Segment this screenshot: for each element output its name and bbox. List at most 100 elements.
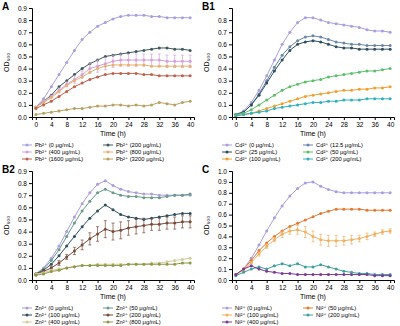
data-point xyxy=(81,264,84,267)
data-point xyxy=(96,264,99,267)
data-point xyxy=(173,259,176,262)
x-tick-label: 8 xyxy=(265,121,269,128)
data-point xyxy=(389,191,392,194)
data-point xyxy=(112,72,115,75)
data-point xyxy=(50,85,53,88)
x-tick-label: 12 xyxy=(279,121,287,128)
y-tick-label: 0.6 xyxy=(218,41,227,48)
error-bar xyxy=(59,88,60,93)
data-point xyxy=(366,48,369,51)
data-point xyxy=(250,112,253,115)
x-tick-label: 4 xyxy=(250,284,254,291)
data-point xyxy=(112,184,115,187)
x-tick: 24 xyxy=(125,280,133,291)
data-point xyxy=(73,265,76,268)
data-point xyxy=(258,103,261,106)
data-point xyxy=(34,107,37,110)
legend-marker xyxy=(26,144,29,147)
error-cap xyxy=(281,230,284,231)
data-point xyxy=(319,40,322,43)
data-point xyxy=(119,63,122,66)
x-tick-mark xyxy=(128,117,129,120)
data-point xyxy=(242,113,245,116)
data-point xyxy=(242,268,245,271)
x-axis: 0481216202428323640 xyxy=(233,280,395,291)
y-tick-label: 0.5 xyxy=(18,53,27,60)
data-point xyxy=(50,263,53,266)
x-tick: 28 xyxy=(341,280,349,291)
data-point xyxy=(112,103,115,106)
data-point xyxy=(142,196,145,199)
data-point xyxy=(88,264,91,267)
data-point xyxy=(250,108,253,111)
legend-item: Cd²⁺ (200 μg/mL) xyxy=(303,156,361,162)
x-tick: 0 xyxy=(235,280,239,291)
x-tick-mark xyxy=(113,280,114,283)
data-point xyxy=(119,229,122,232)
error-cap xyxy=(350,244,353,245)
y-tick: 0.6 xyxy=(218,211,232,218)
data-point xyxy=(335,268,338,271)
error-cap xyxy=(112,223,115,224)
legend-item: Zn²⁺ (0 μg/mL) xyxy=(22,305,73,311)
x-tick: 32 xyxy=(156,117,164,128)
data-point xyxy=(304,80,307,83)
y-tick: 0.5 xyxy=(18,216,32,223)
x-tick-label: 32 xyxy=(356,121,364,128)
x-tick-mark xyxy=(67,117,68,120)
x-tick-mark xyxy=(298,280,299,283)
error-cap xyxy=(135,54,138,55)
data-point xyxy=(304,273,307,276)
x-tick-label: 4 xyxy=(50,284,54,291)
error-bar xyxy=(343,236,344,245)
error-bar xyxy=(143,218,144,233)
x-tick: 16 xyxy=(294,280,302,291)
legend-marker xyxy=(26,307,29,310)
x-tick: 24 xyxy=(325,280,333,291)
data-point xyxy=(58,95,61,98)
data-point xyxy=(312,265,315,268)
y-tick-mark xyxy=(29,280,32,281)
error-cap xyxy=(304,226,307,227)
data-point xyxy=(358,191,361,194)
data-point xyxy=(265,82,268,85)
data-point xyxy=(273,235,276,238)
error-cap xyxy=(73,254,76,255)
y-tick: 0.2 xyxy=(218,255,232,262)
data-point xyxy=(88,264,91,267)
y-tick: 0.1 xyxy=(218,266,232,273)
x-tick-label: 40 xyxy=(387,121,395,128)
data-point xyxy=(189,212,192,215)
data-point xyxy=(319,185,322,188)
data-point xyxy=(135,14,138,17)
data-point xyxy=(189,262,192,265)
data-point xyxy=(281,106,284,109)
error-cap xyxy=(335,246,338,247)
series-line xyxy=(236,266,390,276)
y-tick-label: 0.4 xyxy=(18,65,27,72)
y-tick: 0.3 xyxy=(18,240,32,247)
y-tick: 0.4 xyxy=(18,65,32,72)
y-tick-mark xyxy=(29,32,32,33)
legend-item: Pb²⁺ (0 μg/mL) xyxy=(22,142,74,148)
error-cap xyxy=(142,232,145,233)
error-bar xyxy=(105,58,106,70)
data-point xyxy=(173,213,176,216)
legend-item: Pb²⁺ (400 μg/mL) xyxy=(22,149,80,155)
data-point xyxy=(142,193,145,196)
legend-item: Pb²⁺ (3200 μg/mL) xyxy=(103,156,164,162)
series-line xyxy=(236,209,390,274)
legend-marker xyxy=(226,158,229,161)
x-tick-label: 32 xyxy=(356,284,364,291)
x-tick: 12 xyxy=(279,117,287,128)
data-point xyxy=(88,191,91,194)
error-cap xyxy=(88,232,91,233)
data-point xyxy=(189,74,192,77)
data-point xyxy=(135,217,138,220)
data-point xyxy=(119,213,122,216)
error-bar xyxy=(274,237,275,241)
data-point xyxy=(342,42,345,45)
data-point xyxy=(189,220,192,223)
y-tick-mark xyxy=(229,81,232,82)
data-point xyxy=(58,254,61,257)
